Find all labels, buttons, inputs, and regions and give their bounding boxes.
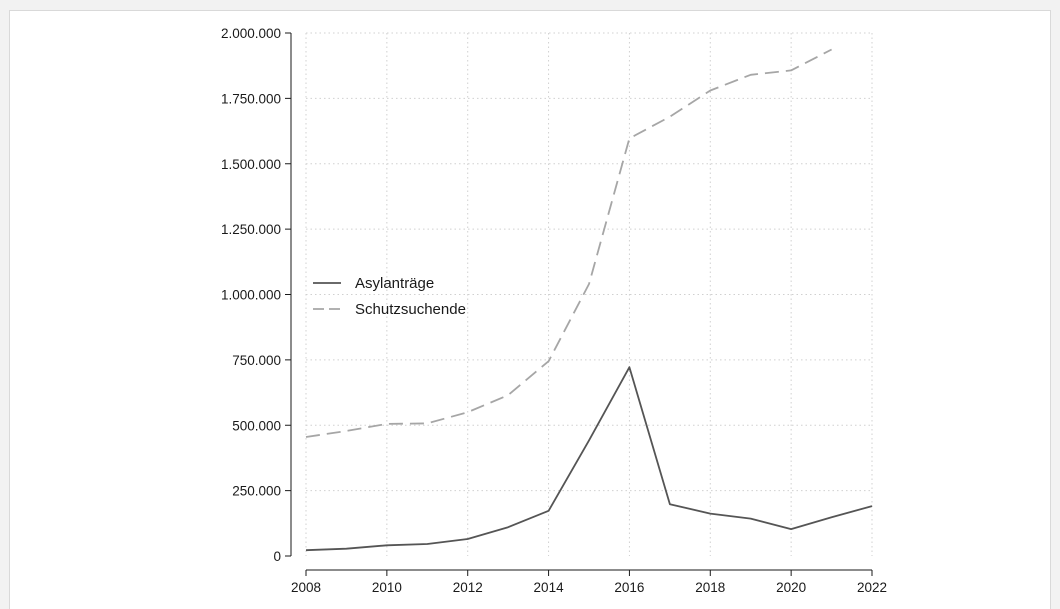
x-tick-label: 2022	[857, 580, 887, 595]
x-tick-label: 2012	[453, 580, 483, 595]
legend: Asylanträge Schutzsuchende	[313, 275, 466, 318]
x-tick-label: 2014	[534, 580, 565, 595]
x-tick-label: 2018	[695, 580, 725, 595]
y-tick-label: 0	[273, 549, 281, 564]
axes-layer: 0 250.000 500.000 750.000 1.000.000 1.250.000…	[221, 26, 887, 595]
grid-layer	[305, 32, 873, 556]
series-line-schutzsuchende	[305, 48, 833, 438]
chart-frame	[9, 10, 1051, 609]
y-tick-label: 750.000	[232, 353, 281, 368]
y-tick-label: 1.750.000	[221, 91, 281, 106]
series-layer	[305, 48, 873, 552]
y-tick-label: 1.250.000	[221, 222, 281, 237]
x-tick-label: 2008	[291, 580, 321, 595]
y-tick-label: 500.000	[232, 418, 281, 433]
legend-label: Schutzsuchende	[355, 301, 466, 318]
legend-label: Asylanträge	[355, 275, 434, 292]
x-tick-label: 2010	[372, 580, 402, 595]
x-tick-label: 2016	[614, 580, 644, 595]
series-line-asylantraege	[305, 366, 873, 552]
x-tick-label: 2020	[776, 580, 806, 595]
y-tick-label: 250.000	[232, 484, 281, 499]
y-tick-label: 1.500.000	[221, 157, 281, 172]
y-tick-label: 2.000.000	[221, 26, 281, 41]
y-tick-label: 1.000.000	[221, 288, 281, 303]
